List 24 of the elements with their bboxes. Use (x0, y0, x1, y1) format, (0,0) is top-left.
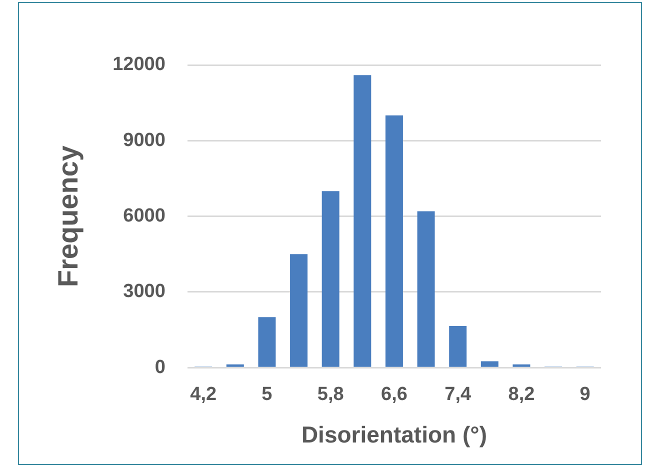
y-axis-title: Frequency (52, 145, 84, 288)
bar (354, 75, 372, 367)
bar (385, 115, 403, 367)
y-tick-label: 9000 (123, 130, 166, 151)
bar (449, 326, 467, 367)
y-tick-label: 3000 (123, 281, 166, 302)
x-tick-label: 4,2 (190, 384, 217, 406)
y-tick-label: 0 (154, 356, 166, 378)
y-tick-label: 6000 (123, 206, 166, 227)
x-tick-label: 6,6 (381, 384, 408, 406)
x-tick-label: 8,2 (508, 384, 535, 406)
y-tick-label: 12000 (112, 54, 166, 76)
x-axis-title: Disorientation (°) (301, 422, 487, 448)
bar (512, 364, 530, 367)
bar (258, 317, 276, 367)
bar (417, 211, 435, 367)
x-tick-label: 5,8 (317, 384, 344, 406)
x-tick-label: 7,4 (444, 384, 472, 406)
x-tick-label: 5 (262, 384, 273, 406)
bar (480, 361, 498, 367)
bar (226, 364, 244, 367)
bar (290, 254, 308, 367)
x-tick-label: 9 (580, 384, 590, 406)
bar (322, 191, 340, 367)
